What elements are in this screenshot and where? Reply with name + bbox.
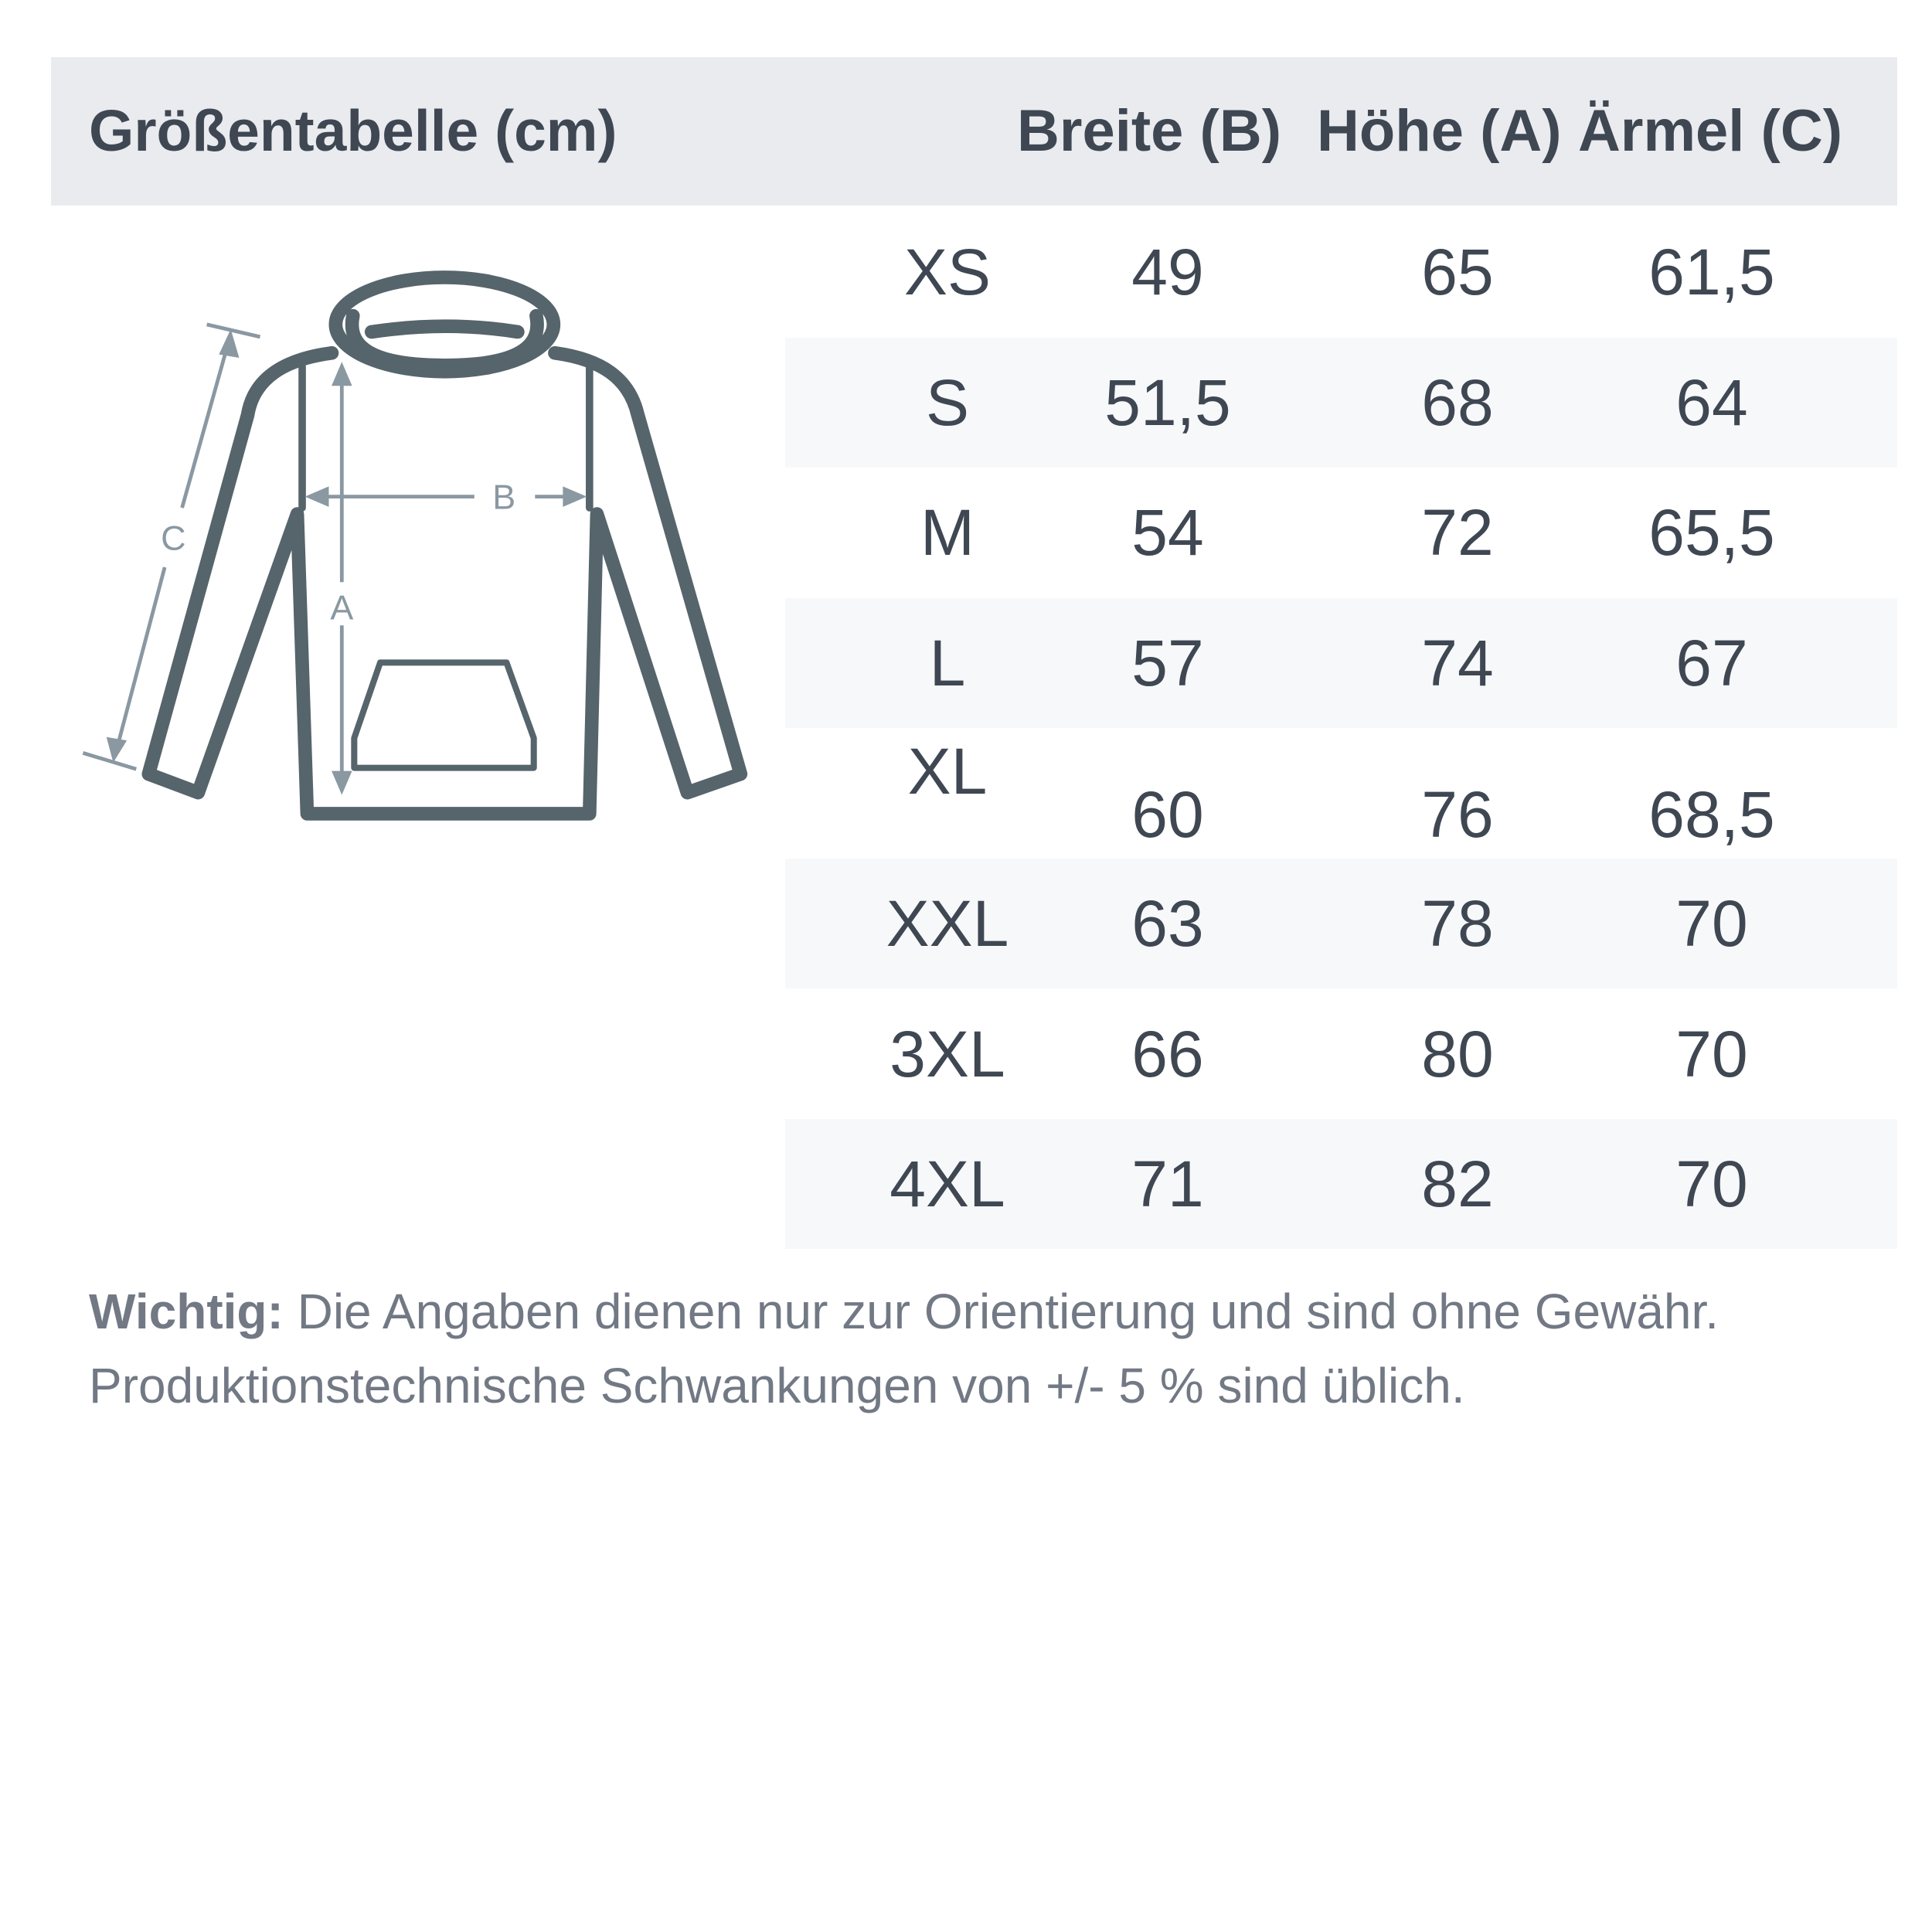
- cell-size: XL: [907, 735, 988, 808]
- cell-size: 4XL: [889, 1148, 1005, 1221]
- cell-hoehe: 68: [1421, 366, 1494, 439]
- cell-aermel: 70: [1675, 1017, 1748, 1090]
- cell-aermel: 68,5: [1648, 778, 1775, 852]
- cell-breite: 57: [1131, 626, 1204, 699]
- note-line-1: Wichtig: Die Angaben dienen nur zur Orie…: [89, 1283, 1719, 1340]
- column-header-hoehe: Höhe (A): [1317, 98, 1562, 164]
- measurement-arrows-icon: [82, 322, 587, 795]
- table-header: [51, 57, 1897, 206]
- cell-hoehe: 76: [1421, 778, 1494, 852]
- table-row: S 51,5 68 64: [785, 337, 1897, 468]
- column-header-breite: Breite (B): [1017, 98, 1282, 164]
- column-header-aermel: Ärmel (C): [1578, 98, 1843, 164]
- page-title: Größentabelle (cm): [89, 98, 617, 163]
- cell-breite: 60: [1131, 778, 1204, 852]
- table-row: XXL 63 78 70: [785, 859, 1897, 988]
- table-row: L 57 74 67: [785, 597, 1897, 728]
- cell-aermel: 70: [1675, 1148, 1748, 1221]
- cell-breite: 49: [1131, 236, 1204, 308]
- cell-size: M: [920, 496, 975, 570]
- cell-aermel: 64: [1675, 366, 1748, 439]
- cell-hoehe: 72: [1421, 496, 1494, 570]
- note-text-1: Die Angaben dienen nur zur Orientierung …: [283, 1284, 1719, 1339]
- label-a: A: [330, 587, 353, 627]
- table-row: 3XL 66 80 70: [785, 989, 1897, 1119]
- cell-size: L: [929, 626, 966, 699]
- table-row: 4XL 71 82 70: [785, 1119, 1897, 1250]
- note-text-2: Produktionstechnische Schwankungen von +…: [89, 1358, 1465, 1413]
- cell-aermel: 70: [1675, 887, 1748, 960]
- cell-breite: 66: [1131, 1017, 1204, 1090]
- cell-hoehe: 82: [1421, 1148, 1494, 1221]
- cell-aermel: 67: [1675, 626, 1748, 699]
- cell-hoehe: 80: [1421, 1017, 1494, 1090]
- note-label: Wichtig:: [89, 1284, 284, 1339]
- cell-size: 3XL: [889, 1017, 1005, 1090]
- cell-aermel: 61,5: [1648, 236, 1775, 308]
- table-row: XS 49 65 61,5: [785, 207, 1897, 337]
- label-b: B: [492, 478, 515, 517]
- hoodie-outline-icon: [141, 270, 748, 821]
- cell-hoehe: 65: [1421, 236, 1494, 308]
- cell-breite: 71: [1131, 1148, 1204, 1221]
- cell-size: S: [925, 366, 970, 439]
- cell-hoehe: 74: [1421, 626, 1494, 699]
- cell-size: XXL: [886, 887, 1009, 960]
- cell-hoehe: 78: [1421, 887, 1494, 960]
- table-row: M 54 72 65,5: [785, 468, 1897, 597]
- cell-breite: 51,5: [1104, 366, 1231, 439]
- cell-size: XS: [903, 236, 992, 308]
- cell-breite: 54: [1131, 496, 1204, 570]
- cell-aermel: 65,5: [1648, 496, 1775, 570]
- cell-breite: 63: [1131, 887, 1204, 960]
- label-c: C: [161, 519, 185, 558]
- table-row: XL 60 76 68,5: [785, 728, 1897, 858]
